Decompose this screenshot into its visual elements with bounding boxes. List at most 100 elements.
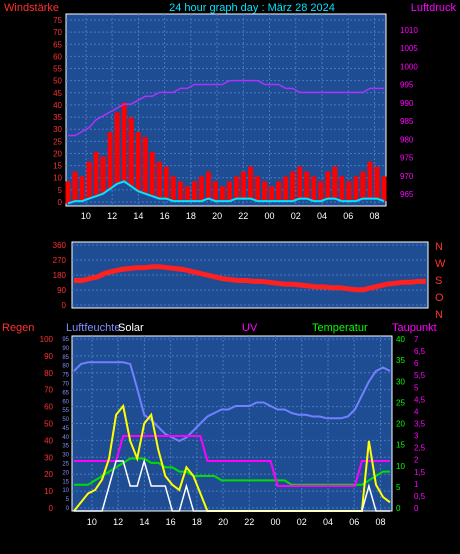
dewpoint-tick-label: 0 (414, 504, 419, 513)
humidity-tick-label: 90 (62, 346, 69, 352)
wind-tick-label: 30 (53, 125, 62, 134)
wind-axis-title: Windstärke (4, 2, 59, 14)
x-tick-label: 02 (291, 211, 301, 221)
compass-label: N (435, 241, 443, 253)
dewpoint-line (74, 435, 390, 487)
x-tick-label: 00 (265, 211, 275, 221)
pressure-tick-label: 970 (400, 172, 414, 181)
rain-tick-label: 90 (44, 352, 53, 361)
temperature-tick-label: 5 (396, 483, 401, 492)
wind-tick-label: 20 (53, 149, 62, 158)
pressure-tick-label: 985 (400, 117, 414, 126)
uv-line (74, 458, 390, 512)
rain-tick-label: 0 (49, 504, 54, 513)
wind-tick-label: 70 (53, 28, 62, 37)
wind-tick-label: 15 (53, 162, 62, 171)
rain-tick-label: 20 (44, 470, 53, 479)
direction-degree-ticks: 360 270 180 90 0 (53, 241, 67, 310)
rain-tick-label: 30 (44, 453, 53, 462)
dewpoint-tick-label: 1 (414, 480, 419, 489)
temperature-axis-title: Temperatur (312, 322, 368, 334)
wind-pressure-series (65, 79, 387, 205)
pressure-tick-label: 1010 (400, 26, 418, 35)
humidity-tick-label: 80 (62, 364, 69, 370)
dewpoint-tick-label: 1,5 (414, 468, 426, 477)
wind-panel-x-ticks: 10 12 14 16 18 20 22 00 02 04 06 08 (81, 211, 380, 221)
direction-degree-label: 270 (53, 256, 67, 265)
x-tick-label: 08 (375, 517, 385, 527)
rain-tick-label: 10 (44, 487, 53, 496)
humidity-tick-label: 75 (62, 373, 69, 379)
temperature-tick-label: 0 (396, 504, 401, 513)
pressure-tick-label: 990 (400, 99, 414, 108)
dewpoint-tick-label: 4,5 (414, 395, 426, 404)
x-tick-label: 14 (139, 517, 149, 527)
pressure-tick-label: 1000 (400, 62, 418, 71)
pressure-tick-label: 975 (400, 154, 414, 163)
x-tick-label: 00 (271, 517, 281, 527)
x-tick-label: 06 (343, 211, 353, 221)
wind-tick-label: 60 (53, 52, 62, 61)
dewpoint-axis-ticks: 7 6,5 6 5,5 5 4,5 4 3,5 3 2,5 2 1,5 1 0,5 0 (414, 335, 426, 513)
wind-tick-label: 25 (53, 137, 62, 146)
humidity-tick-label: 60 (62, 399, 69, 405)
rain-tick-label: 70 (44, 386, 53, 395)
wind-tick-label: 65 (53, 40, 62, 49)
compass-label: N (435, 309, 443, 321)
temperature-tick-label: 40 (396, 335, 405, 344)
wind-tick-label: 55 (53, 65, 62, 74)
humidity-line (73, 361, 391, 443)
direction-degree-label: 90 (57, 286, 66, 295)
dewpoint-tick-label: 3,5 (414, 420, 426, 429)
x-tick-label: 22 (244, 517, 254, 527)
dewpoint-tick-label: 3 (414, 432, 419, 441)
humidity-tick-label: 45 (62, 426, 69, 432)
pressure-tick-label: 965 (400, 190, 414, 199)
humidity-tick-label: 20 (62, 470, 69, 476)
x-tick-label: 16 (166, 517, 176, 527)
dewpoint-tick-label: 5 (414, 383, 419, 392)
wind-tick-label: 35 (53, 113, 62, 122)
wind-average-line (67, 180, 385, 205)
dewpoint-tick-label: 7 (414, 335, 419, 344)
pressure-tick-label: 995 (400, 81, 414, 90)
x-tick-label: 12 (113, 517, 123, 527)
x-tick-label: 04 (317, 211, 327, 221)
pressure-tick-label: 980 (400, 135, 414, 144)
rain-tick-label: 60 (44, 403, 53, 412)
humidity-tick-label: 50 (62, 417, 69, 423)
rain-tick-label: 40 (44, 436, 53, 445)
wind-tick-label: 5 (58, 186, 63, 195)
direction-degree-label: 360 (53, 241, 67, 250)
wind-tick-label: 0 (58, 198, 63, 207)
dewpoint-tick-label: 0,5 (414, 492, 426, 501)
wind-tick-label: 10 (53, 174, 62, 183)
uv-axis-title: UV (242, 322, 258, 334)
x-tick-label: 20 (212, 211, 222, 221)
temperature-line (74, 457, 390, 486)
wind-tick-label: 40 (53, 101, 62, 110)
humidity-tick-label: 25 (62, 462, 69, 468)
x-tick-label: 18 (186, 211, 196, 221)
wind-tick-label: 75 (53, 16, 62, 25)
humidity-tick-label: 10 (62, 488, 69, 494)
dewpoint-axis-title: Taupunkt (392, 322, 437, 334)
compass-label: W (435, 258, 446, 270)
dewpoint-tick-label: 6 (414, 359, 419, 368)
wind-tick-label: 50 (53, 77, 62, 86)
temperature-tick-label: 30 (396, 377, 405, 386)
temperature-tick-label: 10 (396, 462, 405, 471)
pressure-axis-title: Luftdruck (411, 2, 457, 14)
humidity-tick-label: 40 (62, 435, 69, 441)
humidity-tick-label: 85 (62, 355, 69, 361)
x-tick-label: 06 (349, 517, 359, 527)
combined-series (73, 361, 391, 512)
humidity-axis-title: Luftfeuchte (66, 322, 120, 334)
pressure-line (68, 79, 384, 137)
pressure-axis-ticks: 1010 1005 1000 995 990 985 980 975 970 965 (400, 26, 418, 199)
x-tick-label: 16 (160, 211, 170, 221)
humidity-tick-label: 70 (62, 381, 69, 387)
